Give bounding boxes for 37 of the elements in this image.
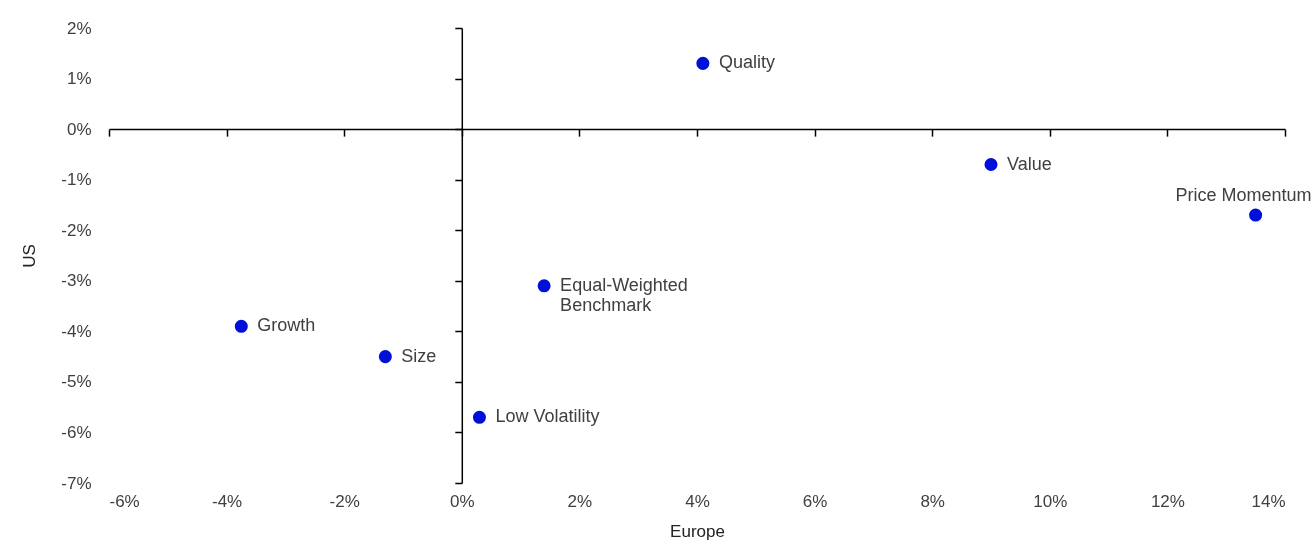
x-tick-label: 2% xyxy=(567,491,593,511)
y-tick-label: 0% xyxy=(66,119,92,139)
y-tick-label: -5% xyxy=(61,372,92,392)
annotation: Value xyxy=(1007,153,1052,174)
y-axis-title: US xyxy=(20,244,40,268)
annotation: Size xyxy=(401,345,437,366)
x-tick-label: 0% xyxy=(450,491,475,511)
y-tick-label: -1% xyxy=(61,170,92,190)
x-tick-label: 10% xyxy=(1033,491,1068,511)
y-tick-label: -2% xyxy=(61,220,92,240)
x-axis-title: Europe xyxy=(670,521,725,541)
x-tick-label: 14% xyxy=(1251,491,1286,511)
annotation: Equal-Weighted Benchmark xyxy=(560,274,688,315)
point xyxy=(234,319,248,333)
y-tick-label: -3% xyxy=(61,271,92,291)
annotation: Price Momentum xyxy=(1175,185,1312,206)
y-tick-label: -4% xyxy=(61,321,92,341)
point xyxy=(696,56,710,70)
annotation: Quality xyxy=(718,52,775,73)
y-tick-label: 2% xyxy=(66,18,92,38)
point xyxy=(1249,208,1263,222)
x-tick-label: -2% xyxy=(329,491,360,511)
y-tick-label: 1% xyxy=(66,69,92,89)
point xyxy=(472,410,486,424)
point xyxy=(984,157,998,172)
x-tick-label: 12% xyxy=(1150,491,1185,511)
point xyxy=(537,279,551,293)
x-tick-label: 8% xyxy=(920,491,945,511)
x-tick-label: -6% xyxy=(109,491,140,511)
y-tick-label: -7% xyxy=(61,473,92,493)
y-tick-label: -6% xyxy=(61,422,92,442)
x-tick-label: -4% xyxy=(211,491,243,511)
annotation: Low Volatility xyxy=(495,406,600,427)
x-tick-label: 4% xyxy=(685,491,710,511)
x-tick-label: 6% xyxy=(802,491,828,511)
annotation: Growth xyxy=(257,315,316,336)
point xyxy=(378,350,392,364)
